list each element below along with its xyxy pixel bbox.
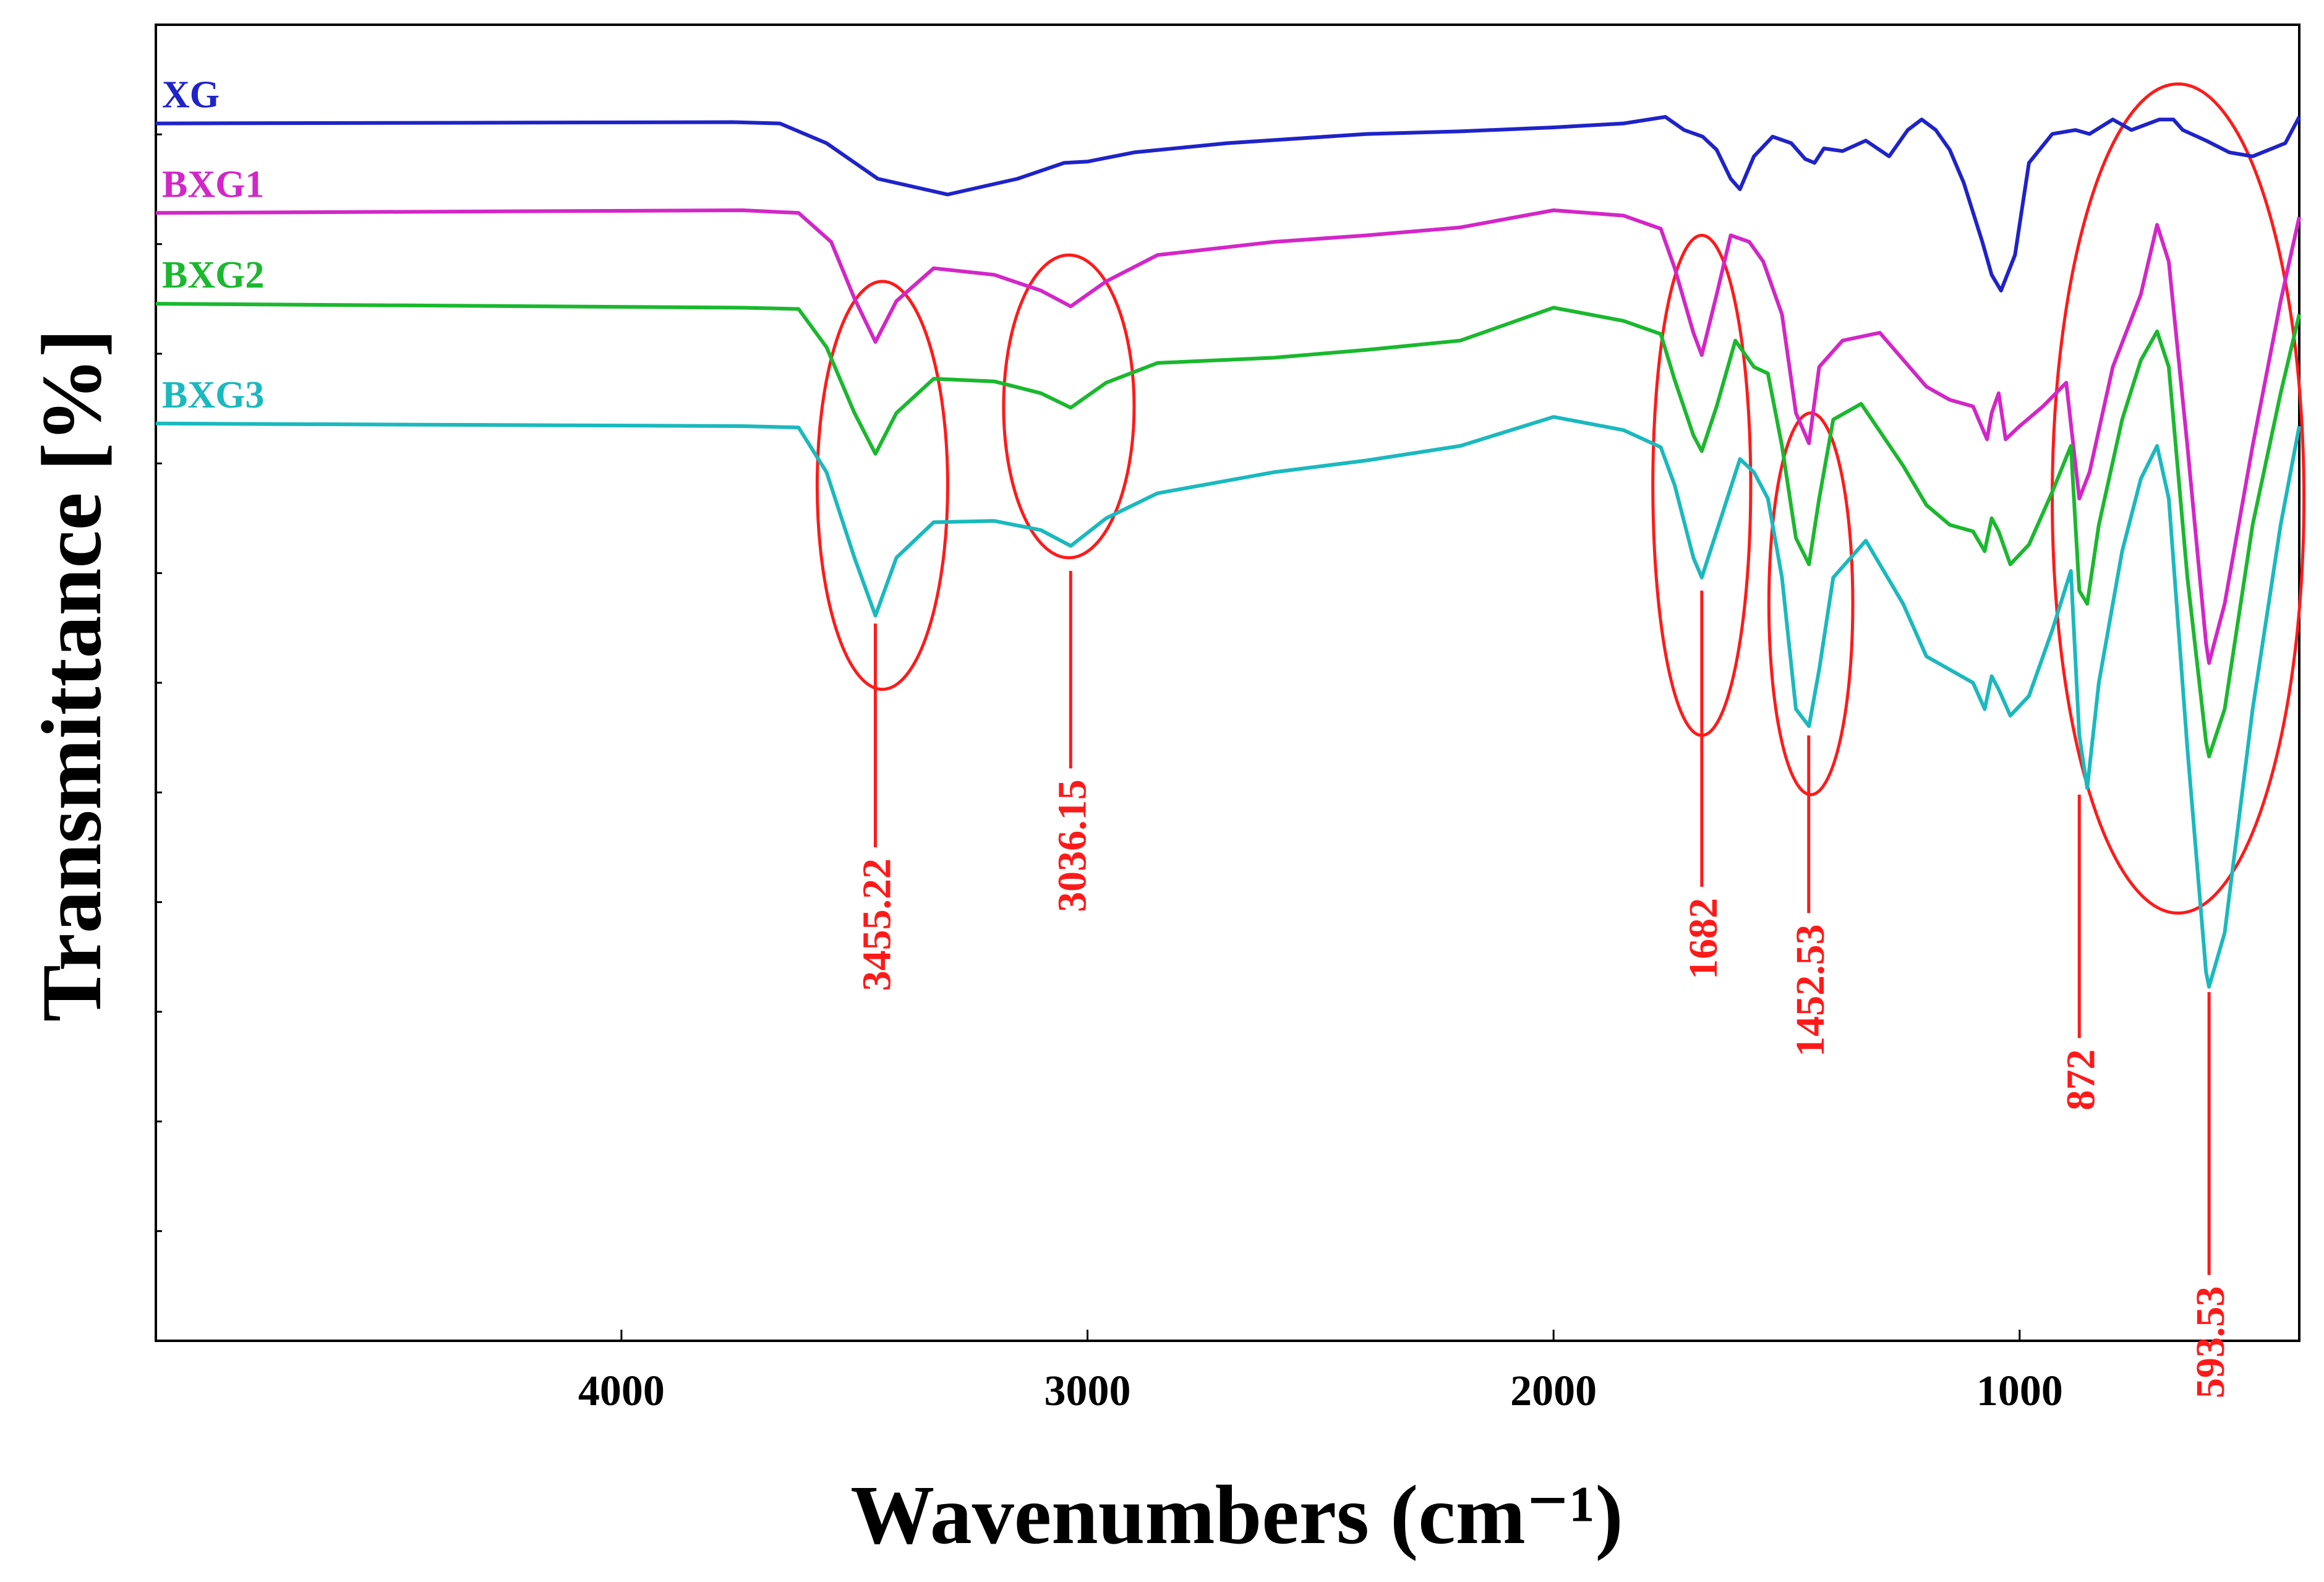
x-tick-label: 3000 [1045,1367,1131,1415]
legend-label-bxg1: BXG1 [162,163,264,205]
series-line-bxg1 [155,208,2301,665]
x-axis-title: Wavenumbers (cm⁻¹) [850,1469,1623,1562]
peak-highlight-ellipse [2051,82,2306,915]
series-line-bxg3 [155,415,2301,989]
peak-label: 593.53 [2188,1286,2233,1399]
peak-label: 3455.22 [854,858,899,991]
peak-highlight-ellipse [1767,411,1855,797]
x-tick-label: 4000 [578,1367,665,1415]
peak-highlight-ellipse [1002,253,1136,560]
peak-highlight-ellipse [815,280,949,691]
legend-label-bxg3: BXG3 [162,374,264,416]
peak-label: 1682 [1681,898,1726,980]
legend-label-xg: XG [162,74,220,116]
peak-label: 1452.53 [1788,924,1833,1057]
series-line-bxg2 [155,302,2301,759]
peak-label: 872 [2058,1050,2103,1111]
series-line-xg [155,115,2301,293]
x-tick-label: 1000 [1976,1367,2063,1415]
legend-label-bxg2: BXG2 [162,254,264,296]
x-tick-label: 2000 [1510,1367,1597,1415]
y-axis-title: Transmittance [%] [24,329,119,1022]
peak-label: 3036.15 [1049,779,1095,912]
